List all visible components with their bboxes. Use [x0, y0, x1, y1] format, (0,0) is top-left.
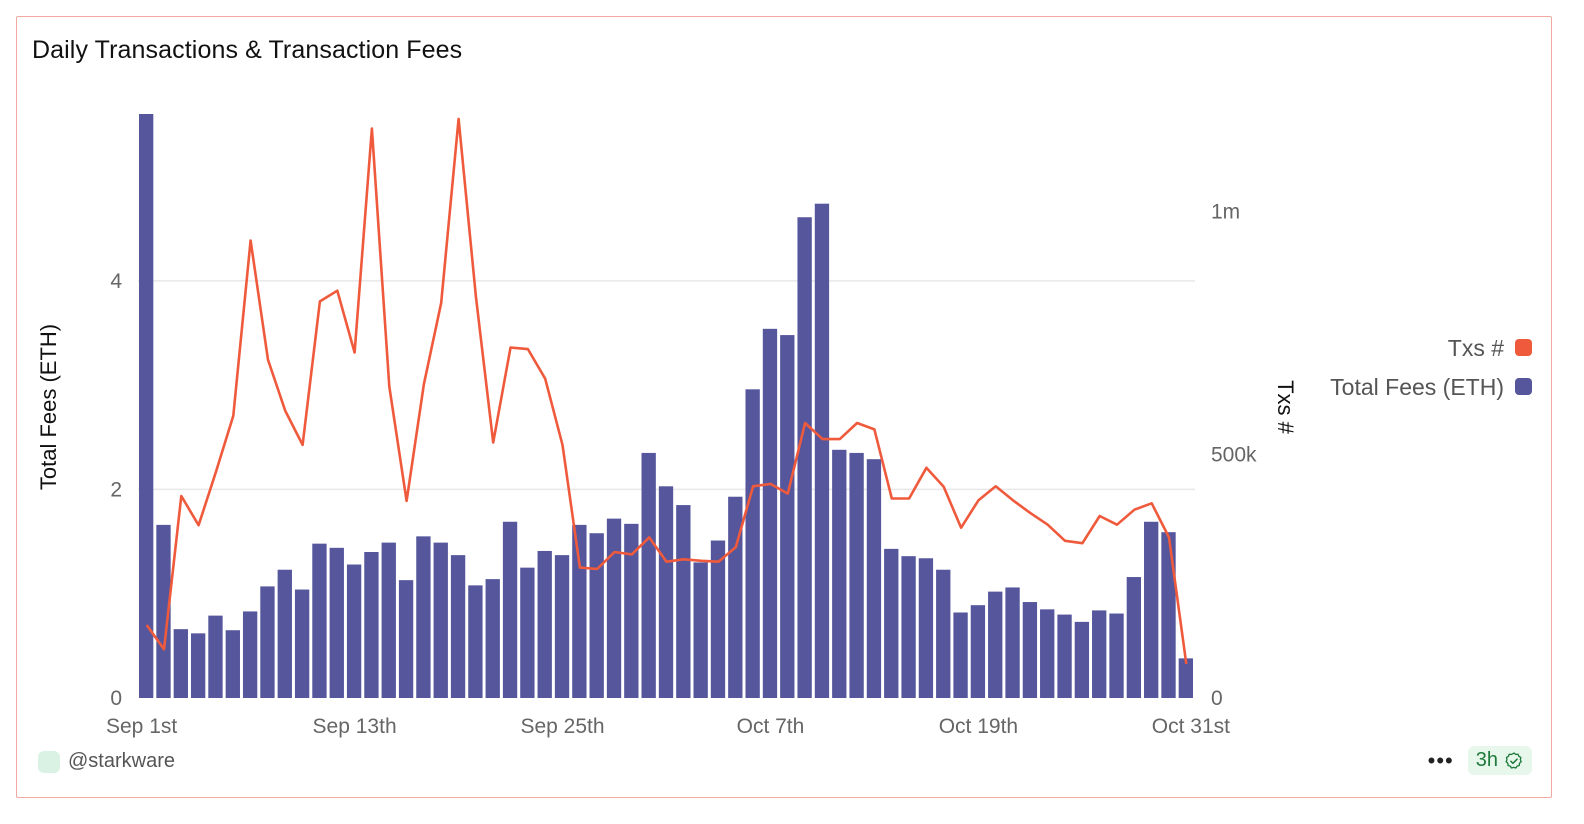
bar — [745, 389, 760, 698]
bar — [728, 496, 743, 698]
y2-tick-label: 0 — [1211, 687, 1223, 710]
y2-axis-title: Txs # — [1273, 380, 1298, 435]
chart-title: Daily Transactions & Transaction Fees — [32, 36, 463, 64]
bar — [780, 335, 795, 698]
bar — [624, 523, 639, 698]
bar — [1178, 658, 1193, 698]
bar — [762, 328, 778, 698]
bar — [450, 555, 466, 698]
bar — [398, 580, 414, 698]
bar — [502, 521, 518, 698]
legend-label: Total Fees (ETH) — [1330, 374, 1504, 400]
y-tick-label: 0 — [110, 687, 122, 710]
bar — [485, 579, 500, 698]
bar — [589, 533, 604, 698]
bar — [277, 569, 292, 698]
axes: 0 2 4 0 500k 1m Sep 1st Sep 13th Sep 25th Oct 7th… — [36, 200, 1298, 738]
check-badge-icon — [1505, 751, 1522, 769]
bar — [364, 552, 379, 698]
bar-series — [139, 114, 1193, 698]
bar — [1057, 614, 1072, 698]
bar — [693, 562, 708, 698]
bar — [139, 114, 154, 698]
bar — [433, 542, 448, 698]
bar — [1022, 602, 1038, 698]
author-credit[interactable]: @starkware — [38, 750, 175, 773]
bar — [381, 542, 396, 698]
bar — [988, 591, 1003, 698]
bar — [260, 586, 275, 698]
bar — [346, 564, 362, 698]
x-tick-label: Oct 31st — [1152, 715, 1230, 738]
bar — [884, 548, 899, 698]
x-tick-label: Sep 1st — [106, 715, 177, 738]
bar — [918, 558, 934, 698]
bar — [1126, 577, 1142, 698]
txs-line — [145, 117, 1188, 665]
bar — [832, 449, 847, 698]
bar — [242, 611, 258, 698]
bar — [814, 203, 830, 698]
bar — [710, 540, 726, 698]
legend-label: Txs # — [1448, 335, 1504, 361]
bar — [936, 569, 951, 698]
bar — [849, 452, 864, 698]
bar — [1109, 613, 1124, 698]
x-tick-label: Oct 19th — [939, 715, 1018, 738]
bar — [554, 555, 570, 698]
author-name: @starkware — [68, 750, 175, 772]
bar — [970, 605, 986, 698]
legend-swatch — [1515, 378, 1532, 395]
bar — [658, 486, 674, 698]
bar — [208, 615, 223, 698]
bar — [797, 217, 812, 698]
bar — [1161, 532, 1176, 698]
bar — [416, 536, 431, 698]
bar — [468, 585, 483, 698]
y2-tick-label: 1m — [1211, 200, 1240, 223]
bar — [676, 505, 691, 698]
line-series — [145, 117, 1188, 665]
bar — [1092, 610, 1107, 698]
freshness-label: 3h — [1475, 749, 1498, 771]
x-tick-label: Oct 7th — [737, 715, 805, 738]
grid-lines — [138, 280, 1195, 491]
bar — [537, 550, 552, 698]
more-horizontal-icon[interactable]: ••• — [1427, 747, 1454, 773]
bar — [1144, 521, 1159, 698]
bar — [190, 633, 206, 698]
bar — [1005, 587, 1020, 698]
bar — [329, 547, 344, 698]
y-tick-label: 2 — [110, 478, 122, 501]
bar — [1040, 609, 1055, 698]
bar — [225, 630, 240, 698]
y2-tick-label: 500k — [1211, 444, 1257, 467]
footer-actions: ••• 3h — [1428, 746, 1532, 775]
avatar — [38, 750, 60, 773]
y-axis-title: Total Fees (ETH) — [36, 324, 61, 490]
bar — [641, 452, 656, 698]
bar — [156, 524, 171, 698]
legend-swatch — [1515, 339, 1532, 356]
bar — [312, 543, 327, 698]
bar — [1074, 621, 1090, 698]
bar — [606, 518, 622, 698]
freshness-badge[interactable]: 3h — [1467, 746, 1532, 775]
bar — [572, 524, 587, 698]
bar — [294, 589, 310, 698]
bar — [953, 612, 968, 698]
bar — [866, 459, 882, 698]
x-tick-label: Sep 13th — [313, 715, 397, 738]
bar — [173, 629, 188, 698]
legend: Txs # Total Fees (ETH) — [1330, 335, 1532, 400]
x-tick-label: Sep 25th — [520, 715, 604, 738]
bar — [520, 567, 535, 698]
y-tick-label: 4 — [110, 270, 122, 293]
bar — [901, 556, 916, 698]
